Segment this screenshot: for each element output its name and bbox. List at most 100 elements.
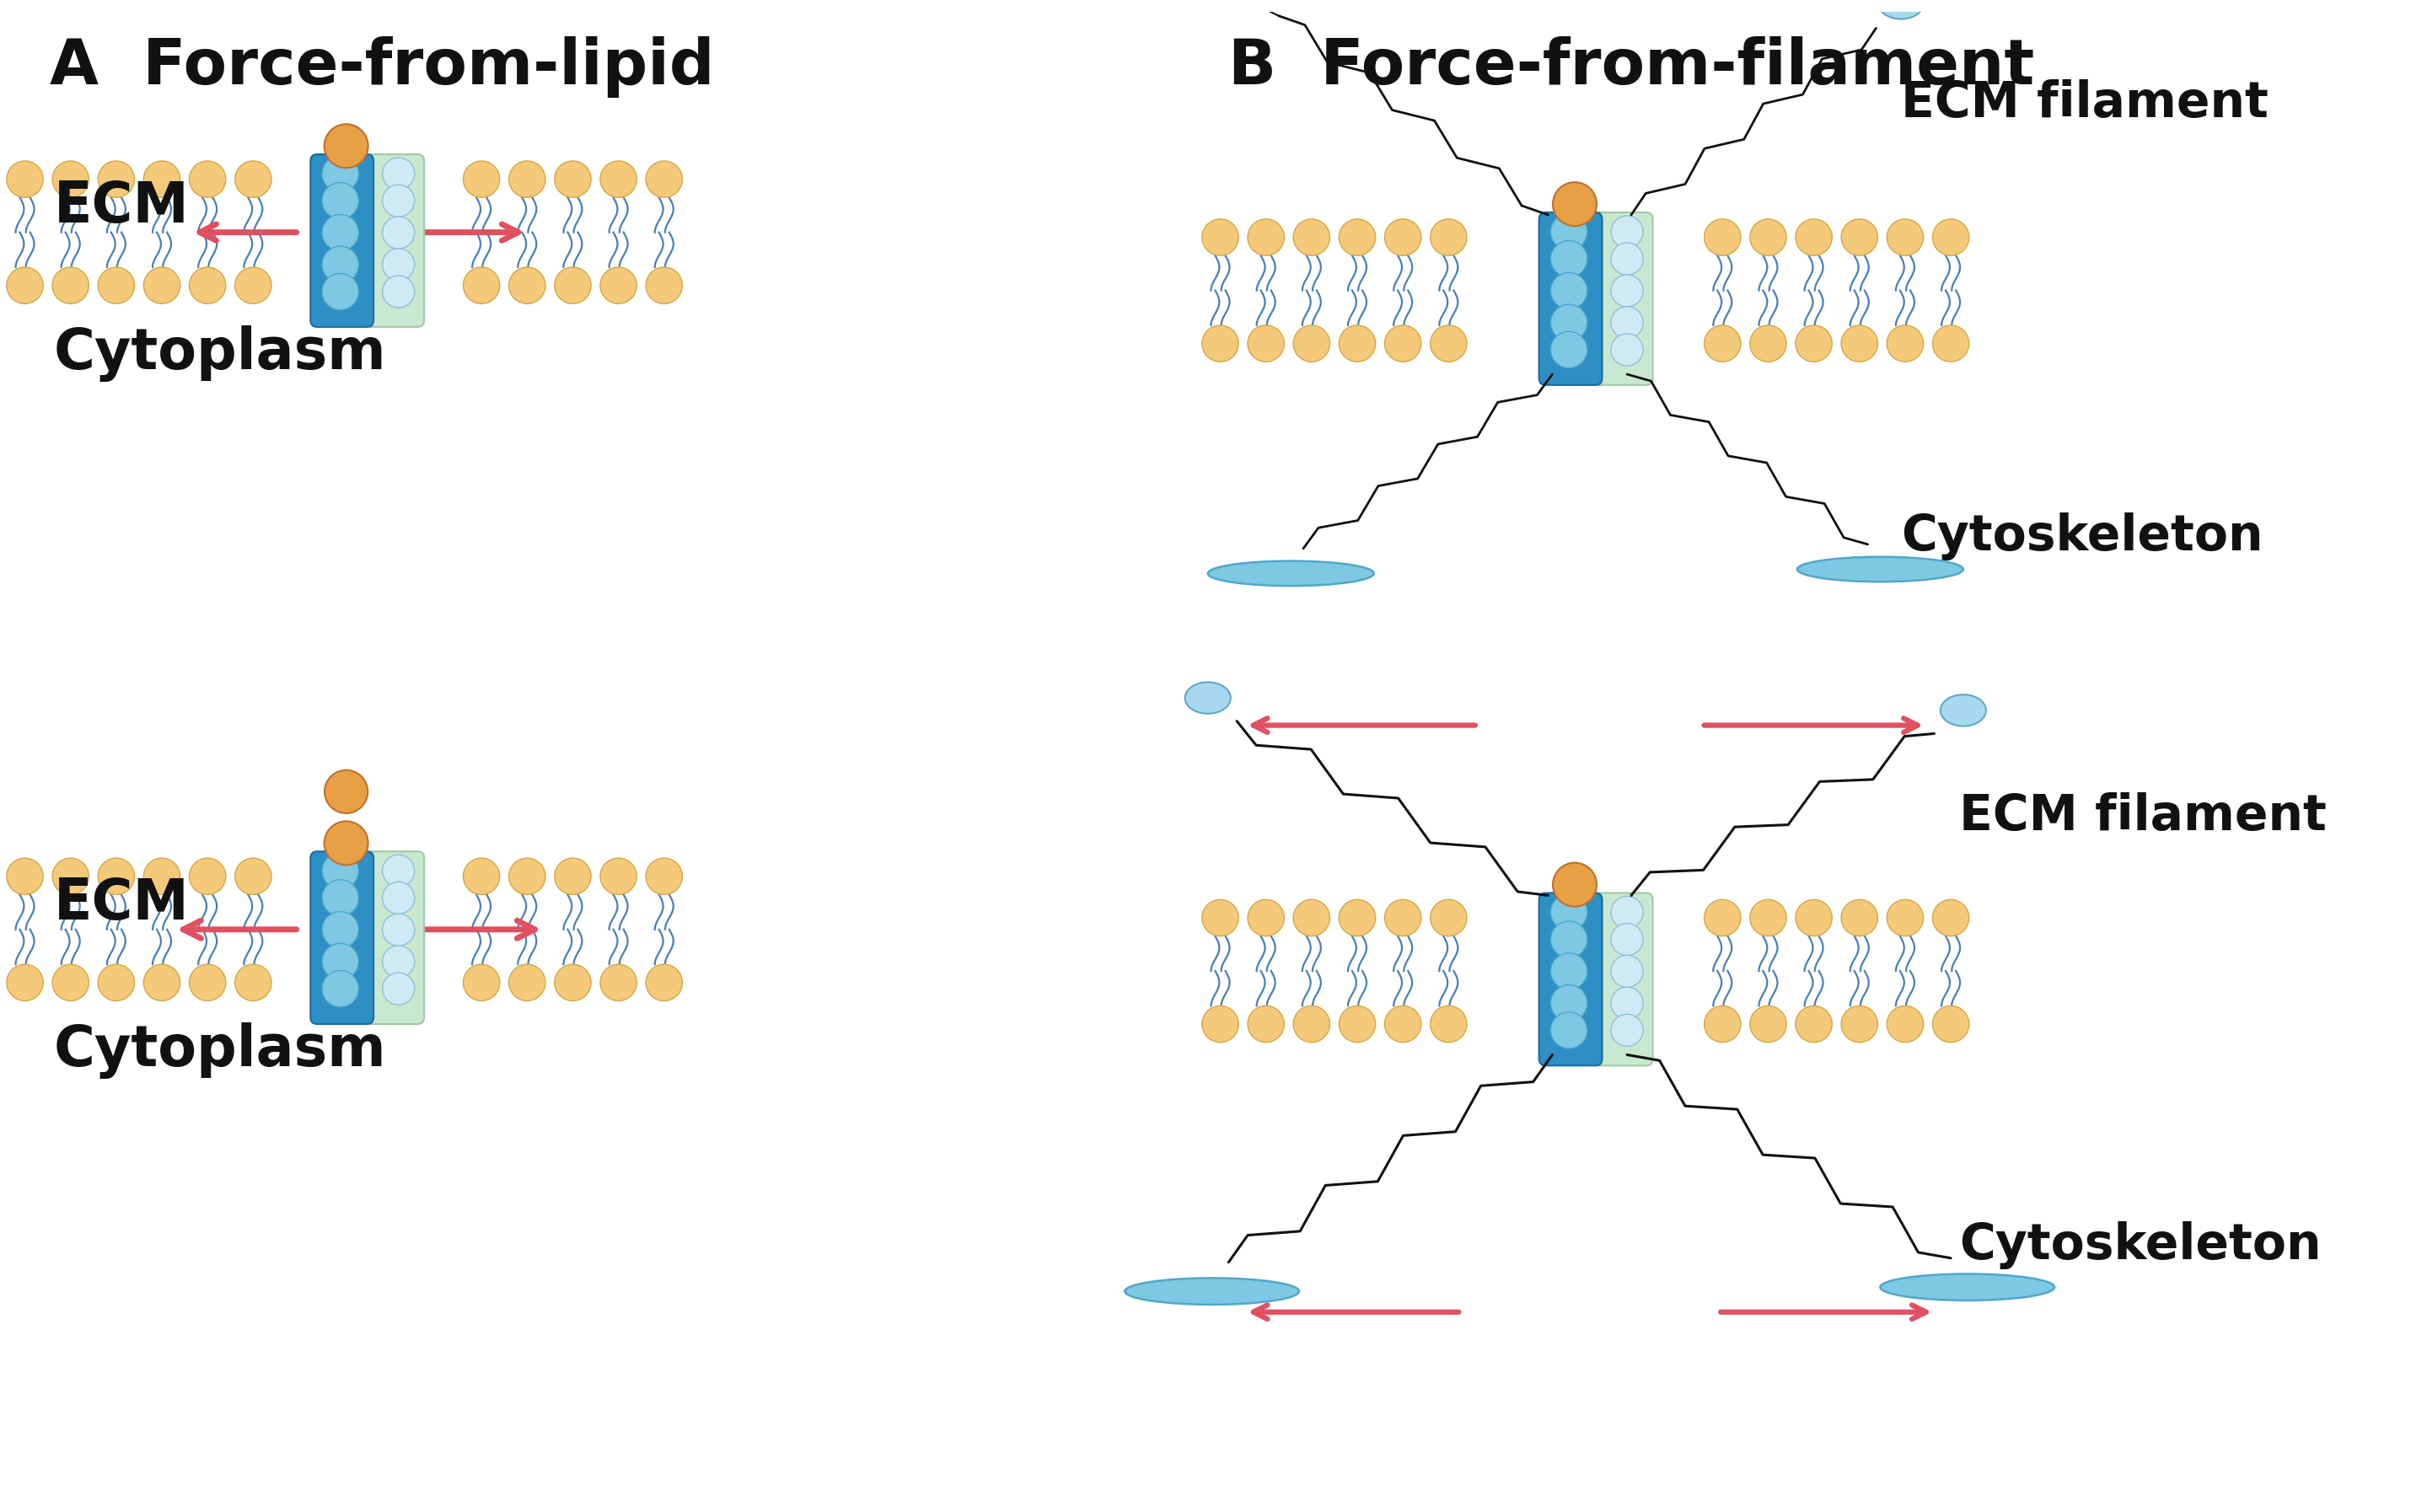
Circle shape bbox=[1550, 272, 1586, 308]
FancyBboxPatch shape bbox=[364, 851, 424, 1024]
Circle shape bbox=[1203, 1005, 1239, 1042]
Circle shape bbox=[1292, 325, 1331, 361]
Circle shape bbox=[145, 965, 181, 1001]
Circle shape bbox=[325, 770, 369, 813]
Circle shape bbox=[323, 853, 359, 889]
Circle shape bbox=[1888, 219, 1924, 256]
Circle shape bbox=[145, 160, 181, 198]
Circle shape bbox=[145, 268, 181, 304]
Circle shape bbox=[1842, 900, 1878, 936]
Circle shape bbox=[99, 859, 135, 895]
Text: B  Force-from-filament: B Force-from-filament bbox=[1230, 36, 2035, 98]
Circle shape bbox=[1246, 900, 1285, 936]
FancyBboxPatch shape bbox=[311, 851, 374, 1024]
Circle shape bbox=[1705, 325, 1741, 361]
Circle shape bbox=[555, 859, 591, 895]
Circle shape bbox=[1611, 956, 1644, 987]
Circle shape bbox=[323, 124, 369, 168]
Circle shape bbox=[1338, 219, 1377, 256]
Text: ECM filament: ECM filament bbox=[1960, 792, 2327, 841]
Circle shape bbox=[1705, 900, 1741, 936]
Circle shape bbox=[1888, 1005, 1924, 1042]
Ellipse shape bbox=[1126, 1278, 1300, 1305]
Circle shape bbox=[190, 160, 227, 198]
Circle shape bbox=[1430, 900, 1466, 936]
Circle shape bbox=[383, 945, 415, 978]
Circle shape bbox=[383, 275, 415, 307]
Circle shape bbox=[145, 859, 181, 895]
Circle shape bbox=[1750, 219, 1787, 256]
Circle shape bbox=[1384, 325, 1420, 361]
Circle shape bbox=[1246, 219, 1285, 256]
Circle shape bbox=[1338, 325, 1377, 361]
Circle shape bbox=[1550, 331, 1586, 367]
FancyBboxPatch shape bbox=[1594, 894, 1654, 1066]
Circle shape bbox=[1550, 984, 1586, 1022]
FancyBboxPatch shape bbox=[364, 154, 424, 327]
Circle shape bbox=[509, 965, 545, 1001]
Circle shape bbox=[7, 268, 43, 304]
Circle shape bbox=[1430, 325, 1466, 361]
Ellipse shape bbox=[1878, 0, 1924, 20]
Circle shape bbox=[1611, 1015, 1644, 1046]
Circle shape bbox=[323, 971, 359, 1007]
Circle shape bbox=[1611, 243, 1644, 275]
Circle shape bbox=[383, 157, 415, 191]
Circle shape bbox=[463, 859, 499, 895]
Circle shape bbox=[1750, 325, 1787, 361]
Circle shape bbox=[1842, 219, 1878, 256]
Circle shape bbox=[383, 881, 415, 913]
Circle shape bbox=[1203, 325, 1239, 361]
Circle shape bbox=[1842, 325, 1878, 361]
Circle shape bbox=[53, 268, 89, 304]
Circle shape bbox=[383, 854, 415, 888]
Circle shape bbox=[1550, 921, 1586, 957]
Circle shape bbox=[1796, 1005, 1832, 1042]
Circle shape bbox=[1611, 334, 1644, 366]
Circle shape bbox=[53, 859, 89, 895]
Circle shape bbox=[1934, 325, 1970, 361]
Circle shape bbox=[190, 965, 227, 1001]
Circle shape bbox=[1888, 325, 1924, 361]
Circle shape bbox=[1292, 219, 1331, 256]
Circle shape bbox=[600, 965, 637, 1001]
Circle shape bbox=[1705, 1005, 1741, 1042]
Circle shape bbox=[7, 160, 43, 198]
Circle shape bbox=[234, 859, 272, 895]
Text: A  Force-from-lipid: A Force-from-lipid bbox=[51, 36, 714, 98]
Circle shape bbox=[463, 160, 499, 198]
Circle shape bbox=[383, 248, 415, 281]
FancyBboxPatch shape bbox=[1538, 894, 1603, 1066]
Circle shape bbox=[509, 268, 545, 304]
Circle shape bbox=[1338, 900, 1377, 936]
Circle shape bbox=[1430, 219, 1466, 256]
Ellipse shape bbox=[1796, 556, 1963, 582]
Circle shape bbox=[1550, 240, 1586, 277]
Circle shape bbox=[323, 215, 359, 251]
Circle shape bbox=[555, 268, 591, 304]
Circle shape bbox=[323, 943, 359, 980]
Text: ECM: ECM bbox=[53, 178, 190, 234]
Circle shape bbox=[1203, 900, 1239, 936]
Circle shape bbox=[323, 183, 359, 219]
Circle shape bbox=[1384, 219, 1420, 256]
Circle shape bbox=[323, 912, 359, 948]
Circle shape bbox=[1550, 304, 1586, 340]
Circle shape bbox=[1553, 863, 1596, 907]
Circle shape bbox=[1750, 900, 1787, 936]
Circle shape bbox=[323, 246, 359, 283]
FancyBboxPatch shape bbox=[311, 154, 374, 327]
Circle shape bbox=[555, 160, 591, 198]
Circle shape bbox=[509, 160, 545, 198]
Circle shape bbox=[1550, 213, 1586, 249]
Circle shape bbox=[234, 160, 272, 198]
Circle shape bbox=[1292, 900, 1331, 936]
Circle shape bbox=[99, 160, 135, 198]
Circle shape bbox=[234, 965, 272, 1001]
Circle shape bbox=[600, 268, 637, 304]
Circle shape bbox=[1796, 900, 1832, 936]
Circle shape bbox=[1384, 1005, 1420, 1042]
Ellipse shape bbox=[1227, 0, 1273, 6]
Ellipse shape bbox=[1208, 561, 1374, 585]
Circle shape bbox=[463, 965, 499, 1001]
